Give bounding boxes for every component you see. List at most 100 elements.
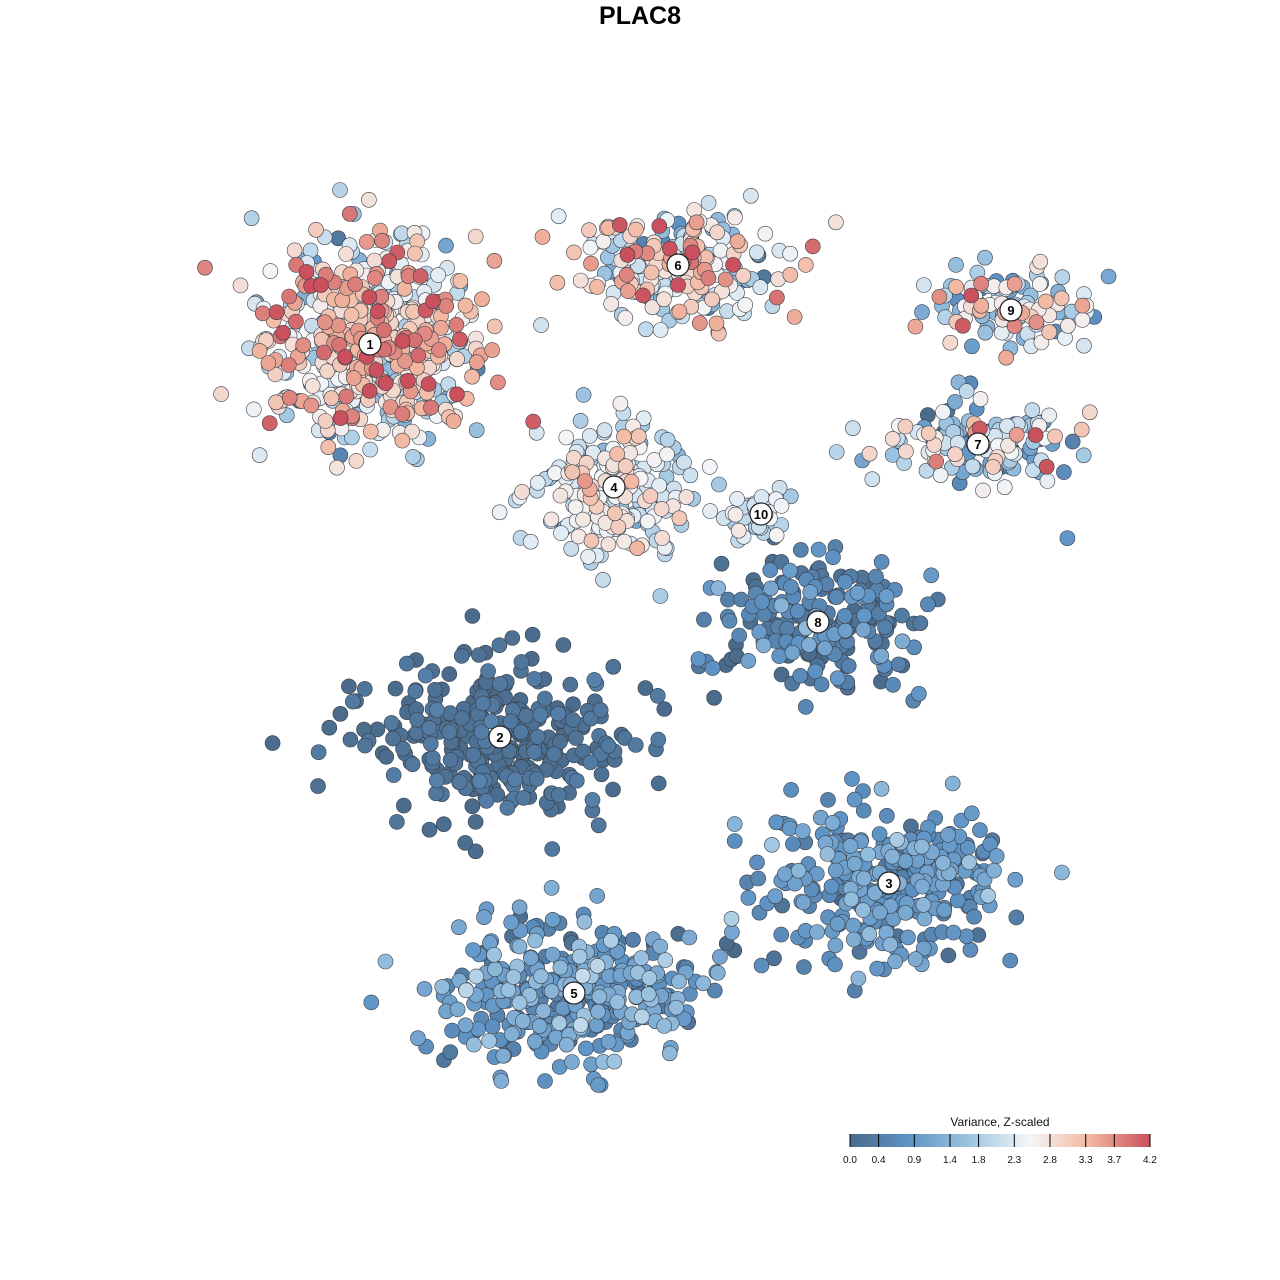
cell-point <box>525 413 542 430</box>
cell-point <box>948 279 964 295</box>
cell-point <box>963 287 980 304</box>
cell-point <box>985 459 1001 475</box>
cell-point <box>877 619 893 636</box>
cell-point <box>850 970 867 987</box>
cell-point <box>629 540 646 557</box>
cell-point <box>755 637 772 654</box>
cell-point <box>611 217 628 233</box>
legend-tick-label: 2.8 <box>1043 1155 1057 1166</box>
cell-point <box>737 297 754 313</box>
cell-point <box>763 580 779 597</box>
cell-point <box>828 444 845 460</box>
cell-point <box>627 737 644 753</box>
cell-point <box>449 351 465 367</box>
cell-point <box>438 237 454 254</box>
cell-point <box>531 1018 548 1034</box>
cell-point <box>829 915 846 932</box>
cell-point <box>1076 337 1092 354</box>
cell-point <box>280 357 297 373</box>
cell-point <box>690 651 707 667</box>
cell-point <box>915 940 932 957</box>
cell-point <box>607 505 623 522</box>
cell-point <box>451 774 468 790</box>
cell-point <box>827 862 844 879</box>
cell-point <box>652 322 669 338</box>
cell-point <box>345 370 362 386</box>
cell-point <box>752 279 769 296</box>
cell-point <box>537 690 553 707</box>
cell-point <box>376 322 392 338</box>
cell-point <box>797 699 814 715</box>
cell-point <box>977 324 994 341</box>
cell-point <box>471 773 488 789</box>
cell-point <box>878 588 895 605</box>
cell-point <box>552 959 569 976</box>
cell-point <box>837 574 853 590</box>
cell-point <box>533 317 549 333</box>
cell-point <box>762 562 779 578</box>
cell-point <box>246 401 262 418</box>
cell-point <box>882 936 899 953</box>
cell-point <box>465 942 481 958</box>
cell-point <box>711 476 727 493</box>
cell-point <box>873 780 890 797</box>
cell-point <box>789 603 806 620</box>
cell-point <box>843 891 860 908</box>
cell-point <box>731 627 748 644</box>
cell-point <box>600 536 617 553</box>
cell-point <box>577 473 593 489</box>
cell-point <box>773 597 790 614</box>
cell-point <box>754 594 770 610</box>
cluster-label-10: 10 <box>749 502 773 526</box>
cell-point <box>342 731 359 748</box>
cell-point <box>750 870 767 887</box>
cell-point <box>609 994 626 1010</box>
cell-point <box>988 848 1005 864</box>
legend-tick-label: 4.2 <box>1143 1155 1157 1166</box>
cell-point <box>572 272 589 289</box>
cell-point <box>492 676 508 692</box>
cell-point <box>948 257 964 273</box>
legend-colorbar <box>850 1134 1150 1147</box>
cell-point <box>369 303 386 320</box>
cell-point <box>749 854 765 871</box>
legend-tick-label: 3.7 <box>1107 1155 1121 1166</box>
cell-point <box>1054 864 1070 881</box>
cell-point <box>468 354 485 371</box>
cell-point <box>378 748 395 765</box>
cell-point <box>337 349 353 365</box>
cell-point <box>963 805 980 822</box>
cell-point <box>729 233 746 250</box>
cluster-label-text: 8 <box>814 615 821 630</box>
cell-point <box>543 983 560 1000</box>
cell-point <box>549 274 566 291</box>
cell-point <box>595 571 611 588</box>
cell-point <box>332 182 348 198</box>
cell-point <box>1037 293 1054 310</box>
cell-point <box>589 957 606 974</box>
cell-point <box>491 504 508 521</box>
cell-point <box>571 948 588 965</box>
cell-point <box>420 376 437 392</box>
cell-point <box>708 315 725 332</box>
cell-point <box>633 950 650 966</box>
cell-point <box>713 555 730 572</box>
cell-point <box>374 232 390 249</box>
cell-point <box>529 728 546 745</box>
cell-point <box>844 420 861 437</box>
cell-point <box>868 568 884 585</box>
cell-point <box>582 239 599 256</box>
cluster-label-4: 4 <box>602 475 626 499</box>
cell-point <box>435 816 452 833</box>
cell-point <box>659 446 675 463</box>
cell-point <box>578 1040 594 1057</box>
cell-point <box>795 894 812 911</box>
cell-point <box>441 724 458 740</box>
cell-point <box>827 937 844 954</box>
cell-point <box>1041 324 1058 340</box>
cell-point <box>281 288 298 305</box>
cell-point <box>920 425 937 442</box>
cell-point <box>879 807 895 824</box>
cell-point <box>348 453 365 469</box>
cell-point <box>405 449 421 465</box>
